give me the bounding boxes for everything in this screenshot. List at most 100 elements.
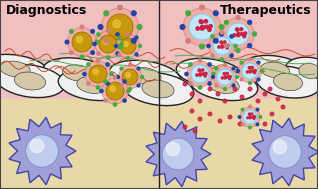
Circle shape	[191, 65, 209, 83]
Circle shape	[250, 70, 252, 72]
Circle shape	[217, 69, 233, 85]
Ellipse shape	[14, 72, 46, 90]
Circle shape	[118, 5, 122, 10]
Circle shape	[215, 67, 235, 87]
Circle shape	[220, 58, 224, 61]
Circle shape	[256, 108, 259, 111]
Circle shape	[101, 8, 139, 46]
Ellipse shape	[243, 55, 307, 85]
Circle shape	[232, 67, 235, 70]
Circle shape	[239, 61, 260, 81]
Circle shape	[137, 84, 140, 87]
Circle shape	[183, 8, 221, 46]
Circle shape	[91, 30, 94, 33]
Circle shape	[211, 35, 214, 38]
Circle shape	[107, 29, 110, 32]
Circle shape	[269, 136, 301, 168]
Circle shape	[225, 44, 228, 48]
Circle shape	[251, 67, 253, 69]
Polygon shape	[9, 117, 76, 185]
Ellipse shape	[176, 58, 244, 88]
Circle shape	[139, 45, 142, 47]
Circle shape	[248, 20, 252, 24]
Circle shape	[96, 59, 100, 62]
Circle shape	[216, 92, 220, 96]
Circle shape	[123, 80, 126, 83]
Circle shape	[135, 36, 138, 39]
Circle shape	[200, 44, 204, 49]
Circle shape	[249, 58, 252, 60]
Bar	[0, 0, 318, 104]
Circle shape	[270, 112, 274, 116]
Ellipse shape	[43, 58, 113, 88]
Circle shape	[209, 25, 212, 28]
Circle shape	[221, 46, 223, 48]
Circle shape	[98, 25, 103, 29]
Circle shape	[65, 40, 69, 44]
Circle shape	[200, 73, 202, 75]
Circle shape	[106, 82, 109, 85]
Circle shape	[211, 54, 214, 57]
Circle shape	[80, 55, 84, 59]
Circle shape	[238, 59, 262, 83]
Circle shape	[218, 46, 220, 48]
Circle shape	[250, 116, 252, 118]
Circle shape	[128, 64, 131, 67]
Circle shape	[257, 61, 260, 64]
Circle shape	[249, 113, 251, 115]
Circle shape	[162, 138, 194, 170]
Circle shape	[224, 76, 226, 78]
Circle shape	[106, 82, 124, 100]
Circle shape	[117, 76, 120, 78]
Circle shape	[190, 92, 194, 96]
Circle shape	[248, 44, 252, 48]
Circle shape	[252, 70, 254, 72]
Circle shape	[141, 76, 143, 78]
Circle shape	[242, 63, 258, 79]
Circle shape	[86, 62, 110, 86]
Circle shape	[93, 42, 96, 46]
Circle shape	[202, 73, 204, 75]
Circle shape	[249, 67, 251, 69]
Circle shape	[248, 87, 252, 91]
Circle shape	[253, 72, 256, 74]
Circle shape	[100, 89, 103, 93]
Ellipse shape	[0, 64, 65, 98]
Circle shape	[215, 67, 218, 70]
Circle shape	[116, 34, 140, 58]
Circle shape	[263, 122, 267, 126]
Polygon shape	[252, 118, 318, 186]
Circle shape	[219, 25, 224, 29]
Ellipse shape	[0, 61, 30, 77]
Circle shape	[273, 140, 287, 154]
Circle shape	[188, 62, 212, 86]
Circle shape	[106, 63, 109, 66]
Circle shape	[93, 69, 99, 74]
Circle shape	[185, 72, 188, 76]
Circle shape	[259, 116, 262, 118]
Circle shape	[222, 45, 224, 47]
Circle shape	[126, 73, 130, 77]
Circle shape	[208, 87, 212, 91]
Circle shape	[208, 63, 211, 66]
Circle shape	[114, 103, 117, 106]
Ellipse shape	[77, 77, 107, 93]
Ellipse shape	[195, 65, 225, 81]
Circle shape	[248, 113, 250, 115]
Ellipse shape	[122, 72, 194, 106]
Circle shape	[208, 82, 211, 85]
Circle shape	[77, 36, 82, 43]
Circle shape	[180, 25, 185, 29]
Circle shape	[221, 77, 223, 79]
Circle shape	[102, 78, 128, 104]
Circle shape	[222, 18, 254, 50]
Circle shape	[251, 113, 253, 115]
Circle shape	[208, 112, 212, 116]
Circle shape	[246, 71, 248, 73]
Circle shape	[118, 36, 121, 39]
Ellipse shape	[273, 73, 302, 91]
Circle shape	[233, 87, 237, 91]
Circle shape	[131, 11, 136, 15]
Circle shape	[135, 53, 138, 56]
Circle shape	[186, 11, 190, 15]
